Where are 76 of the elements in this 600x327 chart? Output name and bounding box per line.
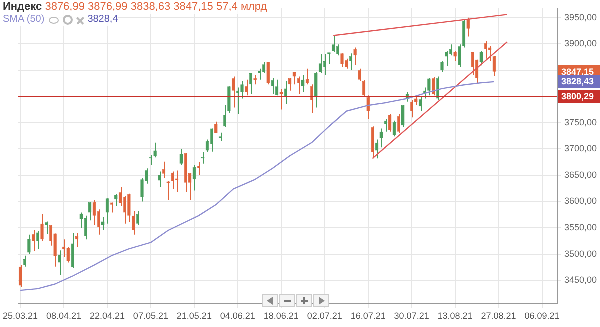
- candlestick: [328, 52, 331, 65]
- candlestick: [466, 17, 470, 38]
- candlestick: [114, 194, 118, 207]
- annotation: 3876,99 3876,99 3838,63 3847,15 57,4 млрд: [45, 1, 268, 13]
- text: SMA (50): [3, 14, 45, 26]
- x-tick-label: 04.06.21: [220, 311, 256, 322]
- candlestick: [101, 217, 105, 231]
- candlestick: [210, 128, 214, 152]
- candlestick: [484, 40, 488, 60]
- candlestick: [358, 68, 362, 82]
- annotation: 3828,43: [561, 76, 594, 87]
- x-tick-label: 07.05.21: [133, 311, 168, 322]
- chart-title: Индекс: [3, 1, 42, 13]
- candlestick: [284, 80, 288, 106]
- x-tick-label: 02.07.21: [307, 311, 342, 322]
- candlestick: [340, 53, 344, 68]
- y-tick-label: 3550,00: [564, 222, 598, 232]
- y-tick-label: 3900,00: [564, 38, 598, 49]
- y-tick-label: 3600,00: [564, 196, 598, 206]
- x-tick-label: 25.03.21: [2, 311, 38, 322]
- x-tick-label: 08.04.21: [46, 311, 82, 322]
- candlestick: [310, 84, 314, 114]
- candlestick: [36, 230, 40, 250]
- candlestick: [258, 68, 262, 80]
- candlestick: [40, 214, 44, 242]
- candlestick: [401, 104, 405, 128]
- y-tick-label: 3950,00: [564, 12, 598, 22]
- ref-line-label: 3800,29: [561, 92, 594, 102]
- candlestick: [271, 78, 274, 95]
- x-tick-label: 22.04.21: [90, 311, 125, 322]
- candlestick: [171, 171, 174, 190]
- candlestick: [410, 100, 414, 118]
- x-tick-label: 06.09.21: [524, 311, 560, 322]
- candlestick: [66, 246, 70, 264]
- candlestick: [366, 95, 370, 120]
- y-tick-label: 3650,00: [564, 170, 598, 180]
- candlestick: [58, 250, 62, 276]
- candlestick: [240, 80, 244, 100]
- candlestick: [214, 121, 218, 134]
- candlestick: [266, 61, 270, 86]
- annotation: 3847,15: [561, 66, 594, 77]
- candlestick: [471, 52, 474, 76]
- candlestick: [23, 255, 26, 268]
- candlestick: [201, 152, 205, 164]
- candlestick: [128, 193, 131, 223]
- x-tick-label: 27.08.21: [481, 311, 516, 322]
- x-tick-label: 30.07.21: [394, 311, 430, 322]
- candlestick: [323, 54, 326, 76]
- candlestick: [428, 78, 431, 96]
- x-tick-label: 16.07.21: [350, 311, 386, 322]
- y-tick-label: 3500,00: [564, 248, 598, 259]
- x-tick-label: 21.05.21: [176, 311, 212, 322]
- annotation: 3828,4: [88, 14, 118, 26]
- candlestick: [223, 104, 226, 128]
- x-tick-label: 18.06.21: [264, 311, 299, 322]
- candlestick: [397, 114, 400, 134]
- candlestick: [354, 47, 357, 66]
- y-tick-label: 3450,00: [564, 275, 598, 286]
- candlestick: [158, 171, 162, 188]
- candlestick: [332, 35, 336, 54]
- candlestick: [314, 71, 318, 108]
- candlestick: [244, 79, 248, 96]
- candlestick: [384, 118, 388, 132]
- candlestick: [349, 53, 353, 71]
- candlestick: [28, 234, 31, 255]
- candlestick: [301, 74, 305, 93]
- candlestick: [297, 76, 300, 95]
- x-tick-label: 13.08.21: [438, 311, 473, 322]
- y-tick-label: 3750,00: [564, 117, 598, 128]
- candlestick: [84, 215, 88, 240]
- candlestick: [454, 50, 457, 62]
- y-tick-label: 3700,00: [564, 144, 598, 154]
- candlestick: [197, 162, 200, 176]
- candlestick: [440, 60, 444, 72]
- candlestick: [71, 232, 74, 269]
- candlestick: [154, 142, 157, 158]
